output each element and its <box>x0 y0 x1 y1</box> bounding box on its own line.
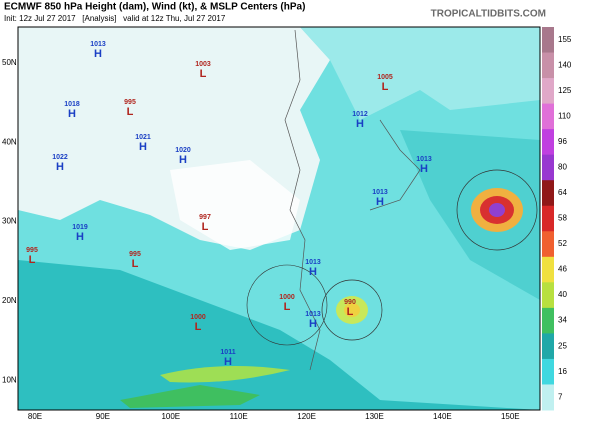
longitude-label: 130E <box>365 412 384 421</box>
longitude-label: 110E <box>230 412 248 421</box>
center-value: 1011 <box>220 349 235 356</box>
source-label: TROPICALTIDBITS.COM <box>431 9 546 20</box>
center-symbol: H <box>139 141 147 153</box>
latitude-label: 20N <box>2 296 17 305</box>
center-value: 997 <box>199 214 211 221</box>
colorbar-swatch <box>542 307 554 334</box>
longitude-label: 80E <box>28 412 42 421</box>
center-symbol: L <box>382 81 389 93</box>
center-value: 1000 <box>190 314 206 321</box>
colorbar-tick-label: 16 <box>558 367 567 376</box>
colorbar-tick-label: 125 <box>558 86 572 95</box>
center-value: 1013 <box>305 259 321 266</box>
latitude-label: 30N <box>2 217 17 226</box>
colorbar-swatch <box>542 27 554 54</box>
colorbar-swatch <box>542 384 554 411</box>
center-value: 995 <box>124 99 136 106</box>
colorbar-swatch <box>542 231 554 258</box>
longitude-label: 120E <box>297 412 316 421</box>
colorbar-swatch <box>542 256 554 283</box>
center-symbol: H <box>76 231 84 243</box>
center-symbol: H <box>356 118 364 130</box>
colorbar-swatch <box>542 154 554 181</box>
center-value: 995 <box>26 247 38 254</box>
colorbar-tick-label: 110 <box>558 111 571 120</box>
longitude-label: 140E <box>433 412 452 421</box>
center-symbol: H <box>179 154 187 166</box>
center-symbol: L <box>132 258 139 270</box>
center-value: 1018 <box>64 101 80 108</box>
center-value: 1020 <box>175 147 191 154</box>
colorbar-swatch <box>542 103 554 130</box>
colorbar-swatch <box>542 358 554 385</box>
center-symbol: H <box>420 163 428 175</box>
center-symbol: H <box>68 108 76 120</box>
colorbar-tick-label: 58 <box>558 214 567 223</box>
center-value: 1013 <box>372 189 388 196</box>
center-value: 1022 <box>52 154 68 161</box>
map-background <box>17 26 541 411</box>
colorbar-tick-label: 64 <box>558 188 567 197</box>
colorbar-tick-label: 140 <box>558 60 572 69</box>
center-value: 1003 <box>195 61 211 68</box>
colorbar-swatch <box>542 205 554 232</box>
center-symbol: H <box>56 161 64 173</box>
center-value: 990 <box>344 299 356 306</box>
center-value: 1019 <box>72 224 88 231</box>
center-value: 1012 <box>352 111 368 118</box>
center-symbol: L <box>202 221 209 233</box>
colorbar-swatch <box>542 129 554 156</box>
colorbar-swatch <box>542 52 554 79</box>
center-symbol: L <box>195 321 202 333</box>
colorbar-swatch <box>542 180 554 207</box>
center-symbol: L <box>127 106 134 118</box>
colorbar-tick-label: 7 <box>558 392 563 401</box>
center-value: 1005 <box>377 74 393 81</box>
center-value: 1013 <box>90 41 106 48</box>
center-symbol: H <box>224 356 232 368</box>
center-symbol: L <box>347 306 354 318</box>
colorbar-tick-label: 40 <box>558 290 567 299</box>
colorbar-tick-label: 52 <box>558 239 567 248</box>
center-symbol: H <box>309 266 317 278</box>
center-symbol: H <box>376 196 384 208</box>
colorbar-tick-label: 34 <box>558 316 567 325</box>
center-value: 1013 <box>305 311 321 318</box>
map-subtitle: Init: 12z Jul 27 2017 [Analysis] valid a… <box>4 14 226 23</box>
latitude-label: 40N <box>2 137 17 146</box>
colorbar-tick-label: 80 <box>558 163 567 172</box>
center-value: 1021 <box>135 134 151 141</box>
latitude-label: 10N <box>2 375 17 384</box>
colorbar-tick-label: 46 <box>558 265 567 274</box>
longitude-label: 90E <box>96 412 110 421</box>
longitude-label: 150E <box>501 412 520 421</box>
colorbar-tick-label: 155 <box>558 35 572 44</box>
colorbar-swatch <box>542 333 554 360</box>
colorbar-swatch <box>542 282 554 309</box>
colorbar-swatch <box>542 78 554 105</box>
center-value: 995 <box>129 251 141 258</box>
center-symbol: H <box>94 48 102 60</box>
center-symbol: H <box>309 318 317 330</box>
center-symbol: L <box>29 254 36 266</box>
center-value: 1000 <box>279 294 295 301</box>
map-title: ECMWF 850 hPa Height (dam), Wind (kt), &… <box>4 2 305 13</box>
center-symbol: L <box>200 68 207 80</box>
colorbar-tick-label: 96 <box>558 137 567 146</box>
center-symbol: L <box>284 301 291 313</box>
longitude-label: 100E <box>161 412 180 421</box>
latitude-label: 50N <box>2 58 17 67</box>
center-value: 1013 <box>416 156 432 163</box>
colorbar-tick-label: 25 <box>558 341 567 350</box>
